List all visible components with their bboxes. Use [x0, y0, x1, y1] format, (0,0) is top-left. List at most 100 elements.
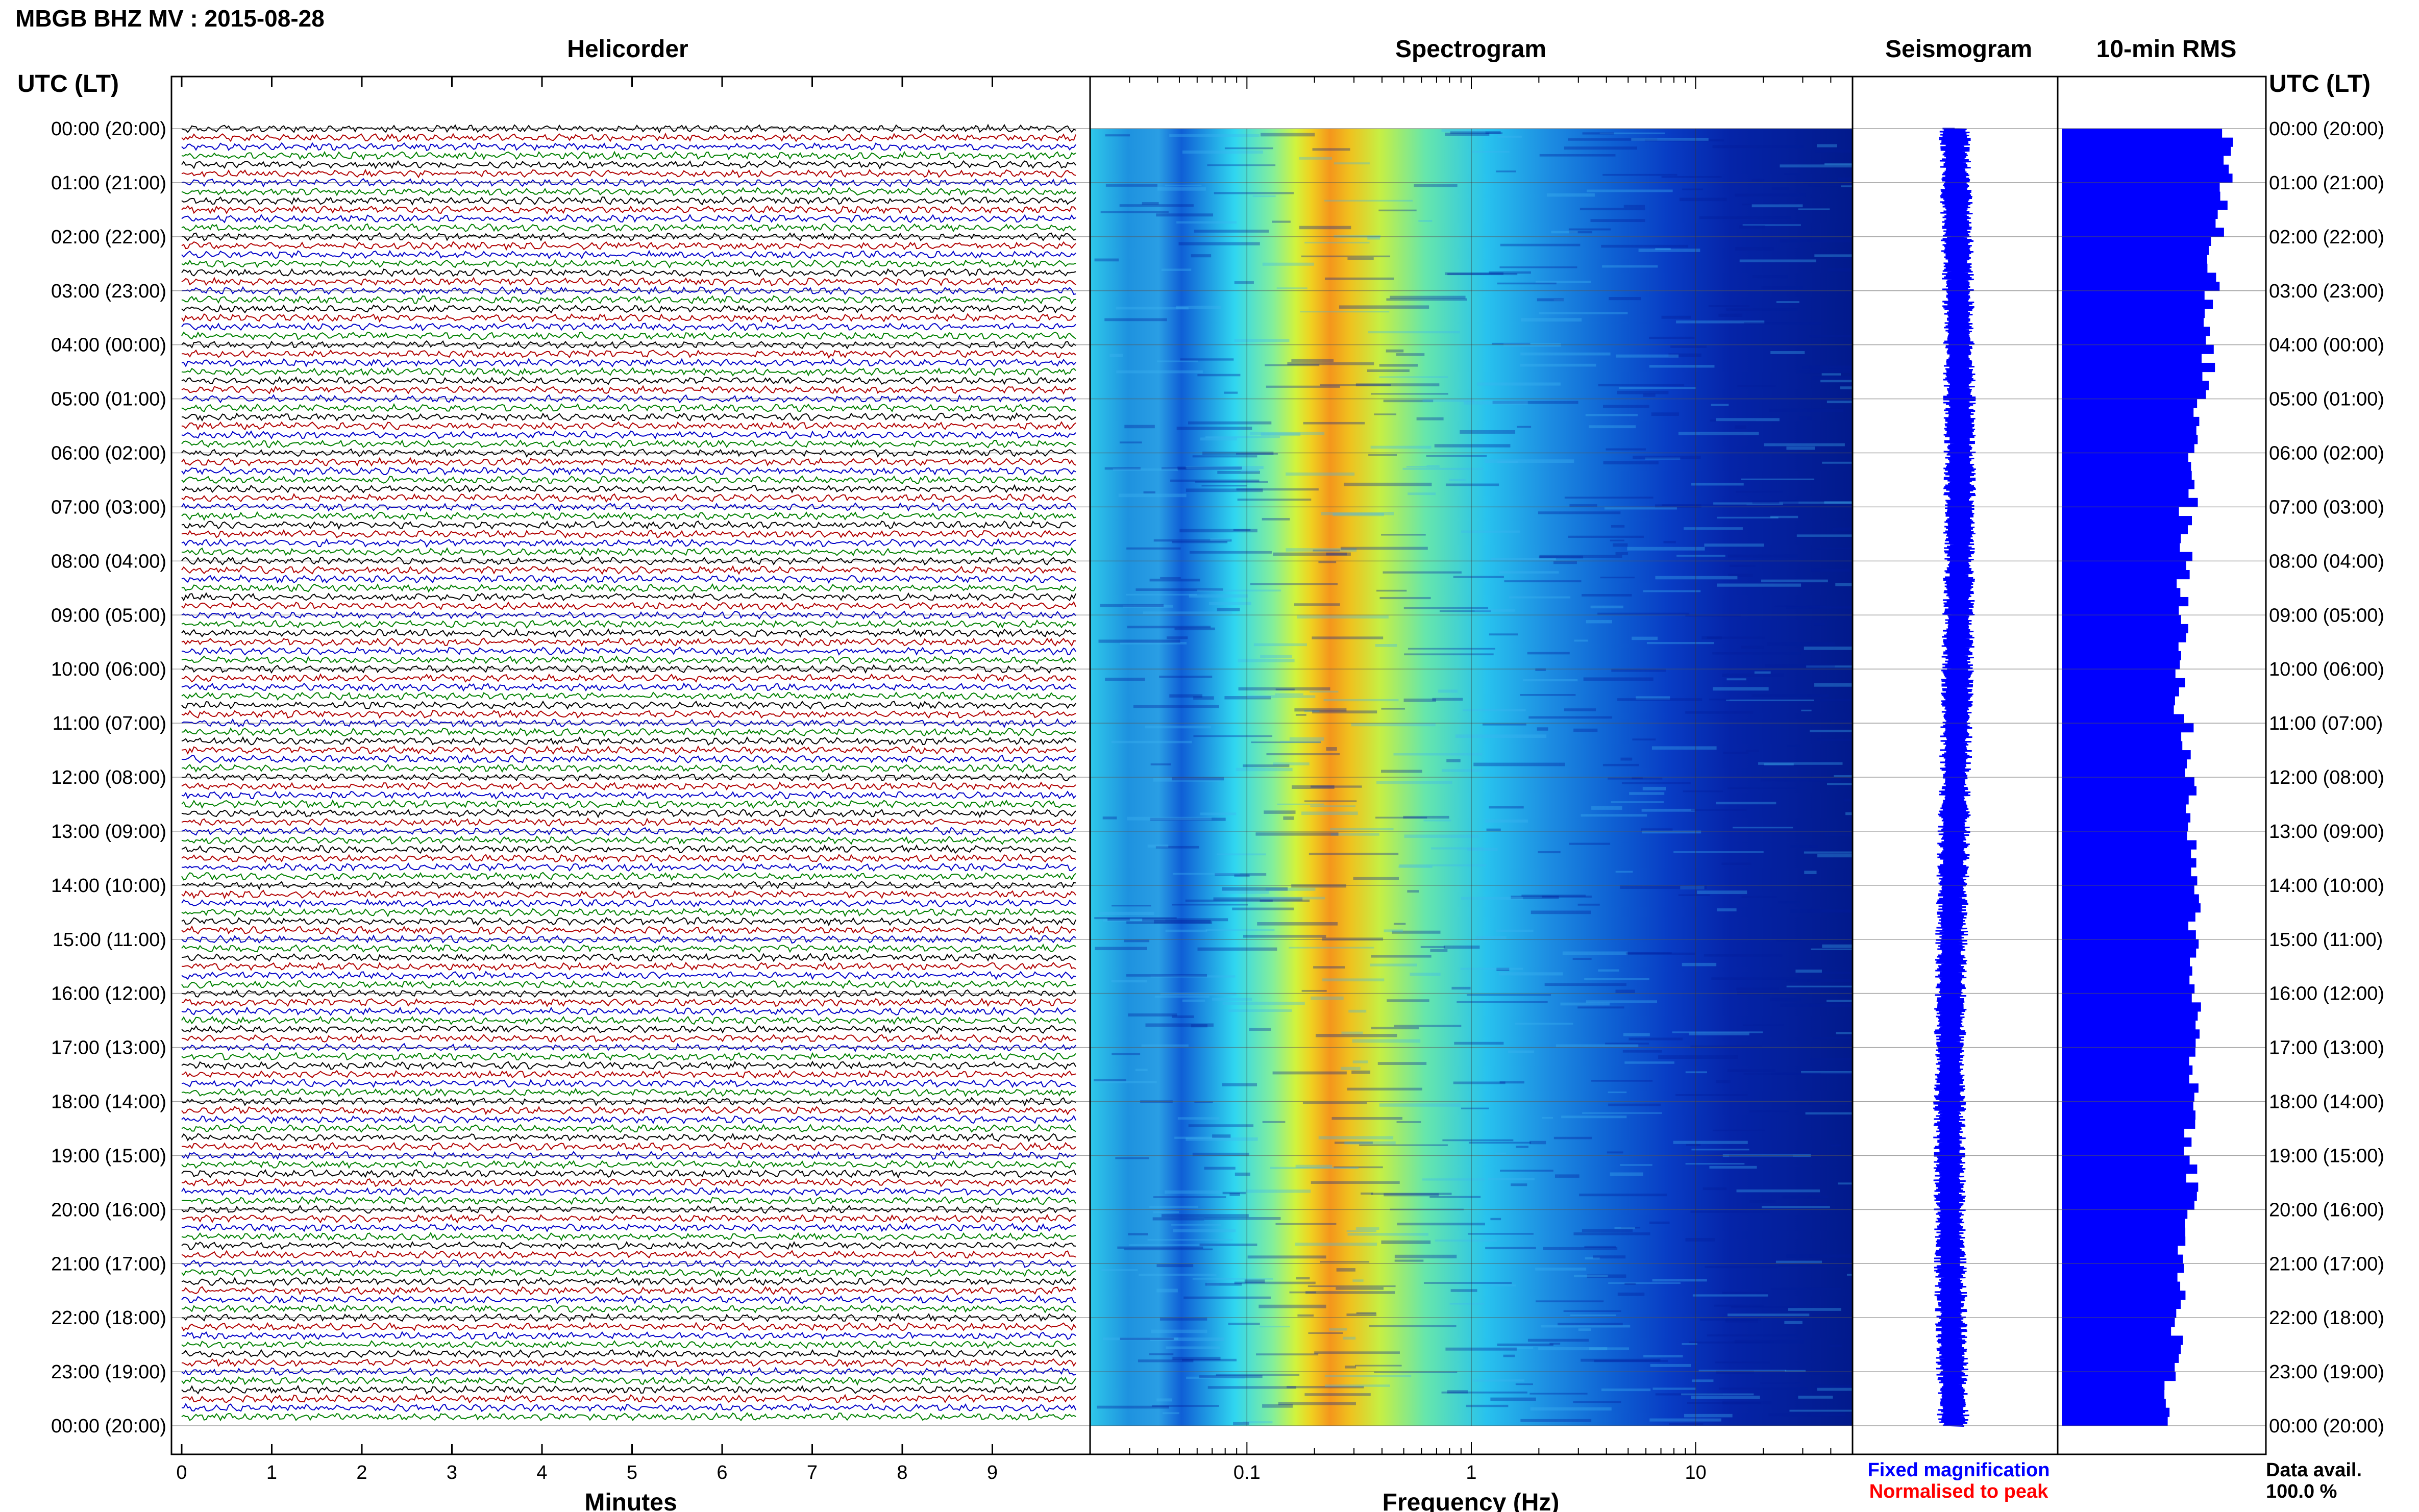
spectrogram-streak: [1661, 315, 1691, 319]
spectrogram-streak: [1710, 419, 1756, 422]
rms-bar: [2062, 597, 2189, 607]
spectrogram-streak: [1426, 455, 1487, 457]
rms-bar: [2062, 921, 2189, 931]
helicorder-trace: [181, 628, 1076, 638]
rms-bar: [2062, 930, 2196, 940]
spectrogram-streak: [1840, 386, 1853, 389]
helicorder-trace: [181, 178, 1076, 188]
spectrogram-streak: [1582, 1112, 1662, 1114]
spectrogram-streak: [1601, 1388, 1651, 1392]
spectrogram-streak: [1200, 437, 1237, 441]
spectrogram-streak: [1153, 778, 1221, 782]
spectrogram-streak: [1331, 1117, 1403, 1120]
spectrogram-streak: [1685, 711, 1754, 714]
spectrogram-streak: [1824, 162, 1853, 165]
spectrogram-streak: [1833, 527, 1853, 531]
spectrogram-streak: [1169, 134, 1260, 137]
spectrogram-streak: [1371, 1027, 1419, 1030]
spectrogram-streak: [1719, 1387, 1808, 1390]
legend-fixed-magnification: Fixed magnification: [1868, 1459, 2050, 1481]
time-label-right: 01:00 (21:00): [2269, 172, 2384, 194]
spectrogram-streak: [1309, 853, 1399, 855]
spectrogram-streak: [1222, 1083, 1257, 1086]
spectrogram-streak: [1804, 871, 1817, 874]
helicorder-trace: [181, 1213, 1076, 1224]
spectrogram-streak: [1253, 643, 1307, 647]
utc-lt-header-left: UTC (LT): [17, 70, 119, 97]
spectrogram-streak: [1801, 1071, 1853, 1074]
spectrogram-streak: [1340, 547, 1428, 550]
spectrogram-streak: [1205, 1282, 1242, 1286]
rms-bar: [2062, 633, 2186, 642]
spectrogram-streak: [1112, 1053, 1141, 1055]
spectrogram-streak: [1376, 781, 1452, 784]
rms-bar: [2062, 182, 2220, 192]
spectrogram-streak: [1330, 833, 1379, 836]
helicorder-trace: [181, 511, 1076, 521]
spectrogram-streak: [1489, 271, 1531, 274]
spectrogram-streak: [1632, 777, 1643, 780]
spectrogram-streak: [1699, 216, 1791, 219]
spectrogram-streak: [1590, 605, 1623, 609]
spectrogram-streak: [1237, 499, 1312, 501]
spectrogram-streak: [1324, 277, 1394, 280]
spectrogram-streak: [1234, 339, 1290, 342]
spectrogram-streak: [1577, 903, 1600, 906]
spectrogram-streak: [1295, 714, 1306, 716]
helicorder-trace: [181, 439, 1076, 449]
spectrogram-streak: [1810, 368, 1853, 371]
spectrogram-streak: [1771, 186, 1789, 190]
time-labels-right: 00:00 (20:00) 01:00 (21:00) 02:00 (22:00) 0…: [2269, 118, 2384, 1437]
spectrogram-streak: [1623, 1033, 1650, 1036]
spectrogram-streak: [1324, 1384, 1390, 1387]
spectrogram-streak: [1312, 710, 1377, 714]
spectrogram-streak: [1761, 579, 1828, 583]
rms-bar: [2062, 1092, 2194, 1102]
spectrogram-streak: [1746, 750, 1759, 752]
spectrogram-streak: [1727, 787, 1797, 789]
spectrogram-streak: [1737, 991, 1808, 995]
spectrogram-streak: [1538, 851, 1561, 854]
spectrogram-streak: [1165, 929, 1207, 932]
spectrogram-streak: [1387, 999, 1429, 1002]
spectrogram-streak: [1538, 511, 1621, 514]
spectrogram-streak: [1608, 1091, 1627, 1094]
spectrogram-streak: [1359, 1144, 1448, 1146]
spectrogram-streak: [1786, 606, 1853, 609]
spectrogram-streak: [1222, 1002, 1305, 1005]
spectrogram-streak: [1733, 827, 1793, 829]
spectrogram-streak: [1466, 1404, 1509, 1407]
spectrogram-streak: [1461, 897, 1523, 900]
helicorder-trace: [181, 1231, 1076, 1242]
spectrogram-streak: [1615, 989, 1635, 994]
spectrogram-streak: [1643, 590, 1701, 592]
helicorder-trace: [181, 971, 1076, 980]
spectrogram-streak: [1769, 408, 1844, 412]
helicorder-trace: [181, 916, 1076, 927]
spectrogram-streak: [1310, 805, 1356, 807]
rms-bar: [2062, 1056, 2189, 1066]
spectrogram-streak: [1149, 1353, 1174, 1355]
spectrogram-streak: [1182, 999, 1205, 1002]
spectrogram-streak: [1744, 322, 1822, 325]
rms-bar: [2062, 435, 2198, 444]
spectrogram-streak: [1568, 138, 1658, 141]
rms-bar: [2062, 984, 2195, 994]
spectrogram-streak: [1124, 1248, 1213, 1251]
spectrogram-streak: [1197, 374, 1241, 377]
spectrogram-streak: [1152, 1217, 1204, 1221]
spectrogram-streak: [1304, 241, 1370, 244]
spectrogram-streak: [1585, 414, 1638, 416]
spectrogram-streak: [1238, 658, 1295, 662]
spectrogram-streak: [1702, 1187, 1727, 1191]
rms-bar: [2062, 1272, 2178, 1282]
spectrogram-streak: [1403, 698, 1436, 702]
spectrogram-streak: [1396, 1121, 1421, 1123]
spectrogram-streak: [1176, 427, 1252, 430]
spectrogram-streak: [1500, 1170, 1553, 1172]
helicorder-trace: [181, 799, 1076, 809]
spectrogram-streak: [1741, 478, 1815, 480]
rms-bar: [2062, 1308, 2177, 1318]
time-label-right: 09:00 (05:00): [2269, 605, 2384, 626]
spectrogram-streak: [1216, 1374, 1300, 1376]
